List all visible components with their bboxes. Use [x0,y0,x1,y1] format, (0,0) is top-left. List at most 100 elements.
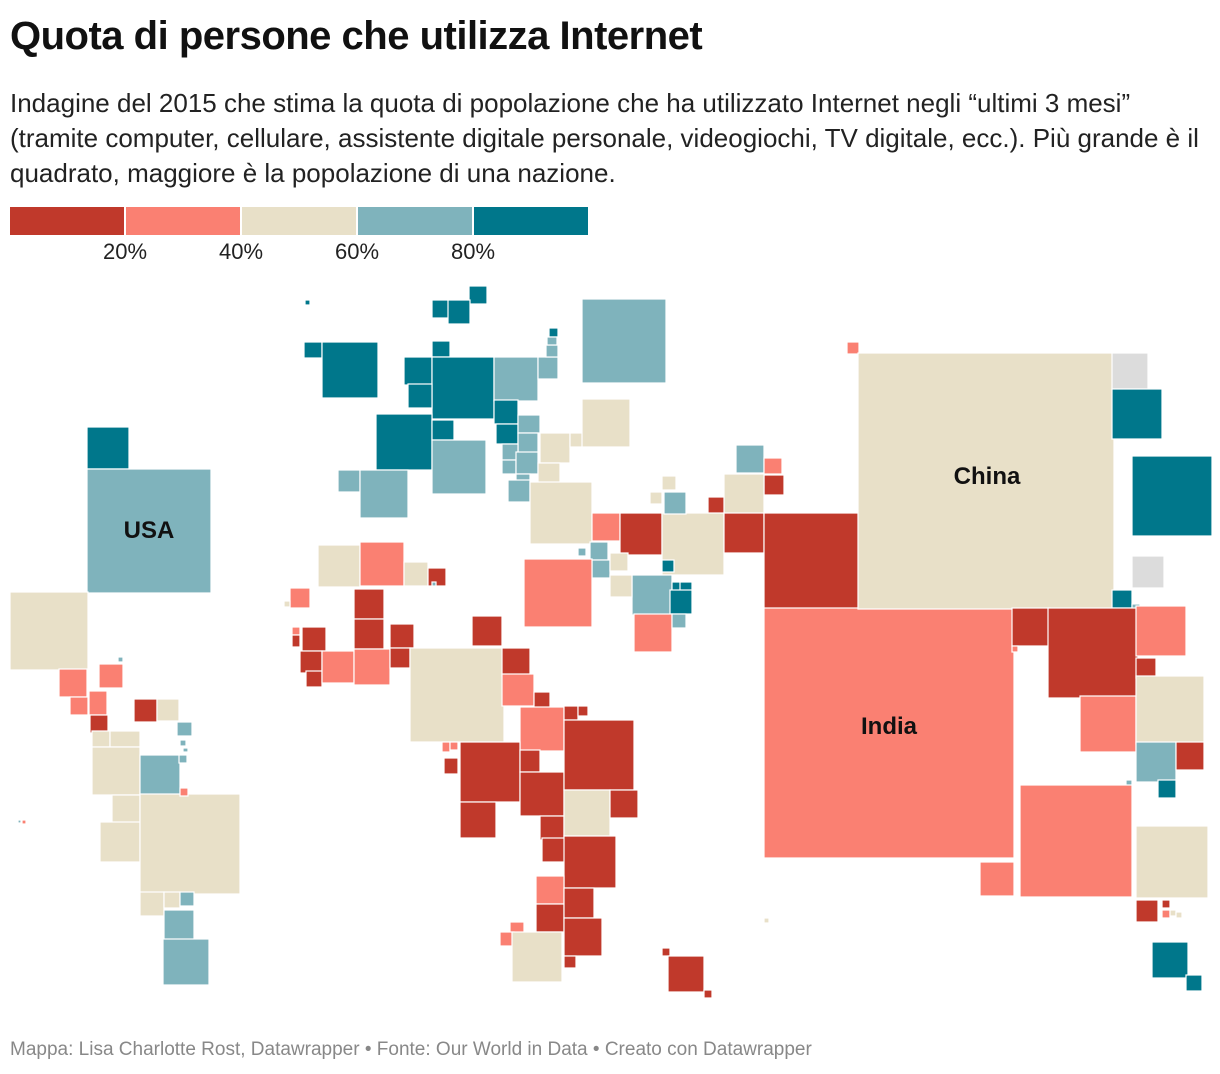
country-square [563,917,603,957]
country-square [431,340,451,358]
country-square [86,426,130,470]
legend-tick-20: 20% [102,239,148,264]
country-square [91,746,141,796]
country-square [515,451,539,475]
country-square [661,947,671,957]
country-square [305,670,323,688]
country-square [291,626,301,636]
country-square [619,512,663,556]
country-square [179,739,187,747]
country-square [1185,974,1203,992]
country-square [535,903,565,933]
country-square [447,299,471,325]
country-square [1111,388,1163,440]
country-square [283,600,291,608]
country-square [519,706,565,752]
country-square [449,741,459,751]
country-square [1079,695,1137,753]
country-square [389,647,411,669]
country-square [663,491,687,515]
country-square [353,618,385,650]
country-square [631,574,673,616]
country-square [539,432,571,464]
country-square [671,613,687,629]
country-square [537,356,559,380]
country-square [359,469,409,519]
country-square [546,336,558,346]
country-square [86,468,212,594]
country-square [69,696,89,716]
country-square [609,789,639,819]
country-square [89,714,109,734]
country-square [1135,899,1159,923]
country-square [1019,784,1133,898]
country-square [577,705,589,717]
country-square [667,955,705,993]
country-square [99,821,141,863]
country-square [407,383,433,409]
country-square [321,341,379,399]
country-square [359,541,405,587]
country-square [431,439,487,495]
country-square [1135,605,1187,657]
country-square [577,547,587,557]
country-square [389,623,415,649]
country-square [563,835,617,889]
country-square [139,754,181,796]
country-square [501,459,517,475]
country-square [763,917,770,924]
country-square [703,989,713,999]
country-square [1135,657,1157,679]
country-square [1161,909,1171,919]
country-square [511,931,563,983]
country-square [459,801,497,839]
country-square [857,352,1115,610]
country-square [299,650,323,674]
country-square [441,741,451,753]
country-square [91,730,111,748]
country-square [501,673,535,707]
country-square [545,344,559,358]
country-square [431,356,495,420]
country-square [507,479,531,503]
country-square [563,789,611,837]
country-square [591,512,621,542]
country-square [317,544,361,588]
country-square [501,647,531,677]
country-square [661,475,677,491]
country-square [493,356,539,402]
country-square [471,615,503,647]
country-square [109,730,141,748]
country-square [523,558,593,628]
country-square [529,481,593,545]
country-square [88,690,108,716]
country-square [431,299,451,319]
country-square [495,423,519,445]
country-square [182,747,189,753]
country-square [468,285,488,305]
country-square [735,444,765,474]
country-square [443,757,459,775]
country-square [1047,607,1139,699]
source-credit: Mappa: Lisa Charlotte Rost, Datawrapper … [10,1039,812,1060]
legend-swatch-80-100 [474,207,588,235]
country-square [581,398,631,448]
country-square [162,938,210,986]
country-square [581,298,667,384]
country-square [846,341,860,355]
country-square [375,413,433,471]
country-square [669,589,693,615]
country-square [633,613,673,653]
country-square [9,591,89,671]
legend-swatch-60-80 [358,207,472,235]
country-square [1175,741,1205,771]
country-square [353,648,391,686]
country-square [517,432,539,454]
country-square [609,552,629,572]
country-square [98,663,124,689]
country-square [427,567,447,587]
country-square [723,512,765,554]
country-square [409,647,505,743]
country-square [609,574,633,598]
country-square [1131,455,1213,537]
